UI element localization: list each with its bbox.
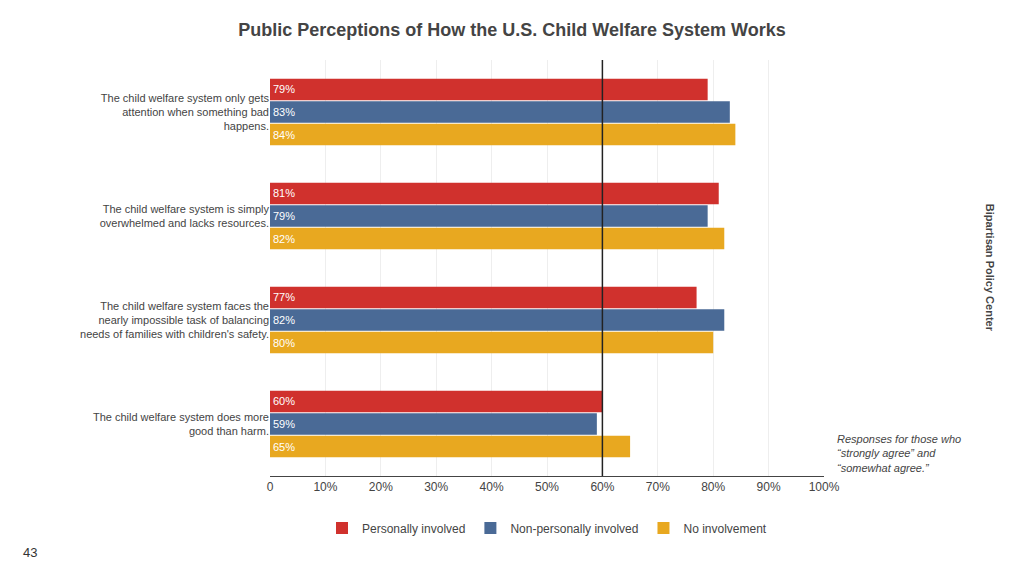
- svg-text:80%: 80%: [273, 337, 295, 349]
- svg-text:Personally involved: Personally involved: [362, 522, 465, 536]
- svg-text:50%: 50%: [535, 480, 559, 494]
- svg-text:The child welfare system faces: The child welfare system faces thenearly…: [80, 300, 269, 341]
- svg-text:83%: 83%: [273, 106, 295, 118]
- svg-text:79%: 79%: [273, 83, 295, 95]
- svg-text:100%: 100%: [809, 480, 840, 494]
- svg-text:81%: 81%: [273, 187, 295, 199]
- svg-text:40%: 40%: [480, 480, 504, 494]
- svg-text:60%: 60%: [590, 480, 614, 494]
- svg-text:80%: 80%: [701, 480, 725, 494]
- svg-text:82%: 82%: [273, 314, 295, 326]
- svg-text:Bipartisan Policy Center: Bipartisan Policy Center: [984, 204, 996, 332]
- svg-text:Public Perceptions of How the: Public Perceptions of How the U.S. Child…: [238, 20, 785, 40]
- svg-text:70%: 70%: [646, 480, 670, 494]
- svg-text:20%: 20%: [369, 480, 393, 494]
- svg-text:59%: 59%: [273, 418, 295, 430]
- svg-text:60%: 60%: [273, 395, 295, 407]
- svg-text:No involvement: No involvement: [683, 522, 766, 536]
- svg-text:43: 43: [23, 545, 37, 560]
- svg-text:The child welfare system does: The child welfare system does moregood t…: [93, 411, 269, 437]
- svg-text:30%: 30%: [424, 480, 448, 494]
- svg-text:84%: 84%: [273, 129, 295, 141]
- svg-text:Responses for those who“strong: Responses for those who“strongly agree” …: [837, 433, 961, 474]
- svg-text:10%: 10%: [313, 480, 337, 494]
- svg-text:79%: 79%: [273, 210, 295, 222]
- svg-text:Non-personally involved: Non-personally involved: [510, 522, 638, 536]
- svg-text:0: 0: [267, 480, 274, 494]
- svg-text:77%: 77%: [273, 291, 295, 303]
- svg-text:The child welfare system is si: The child welfare system is simplyoverwh…: [100, 203, 270, 229]
- svg-text:90%: 90%: [757, 480, 781, 494]
- svg-text:65%: 65%: [273, 441, 295, 453]
- svg-text:The child welfare system only: The child welfare system only getsattent…: [101, 92, 270, 133]
- svg-text:82%: 82%: [273, 233, 295, 245]
